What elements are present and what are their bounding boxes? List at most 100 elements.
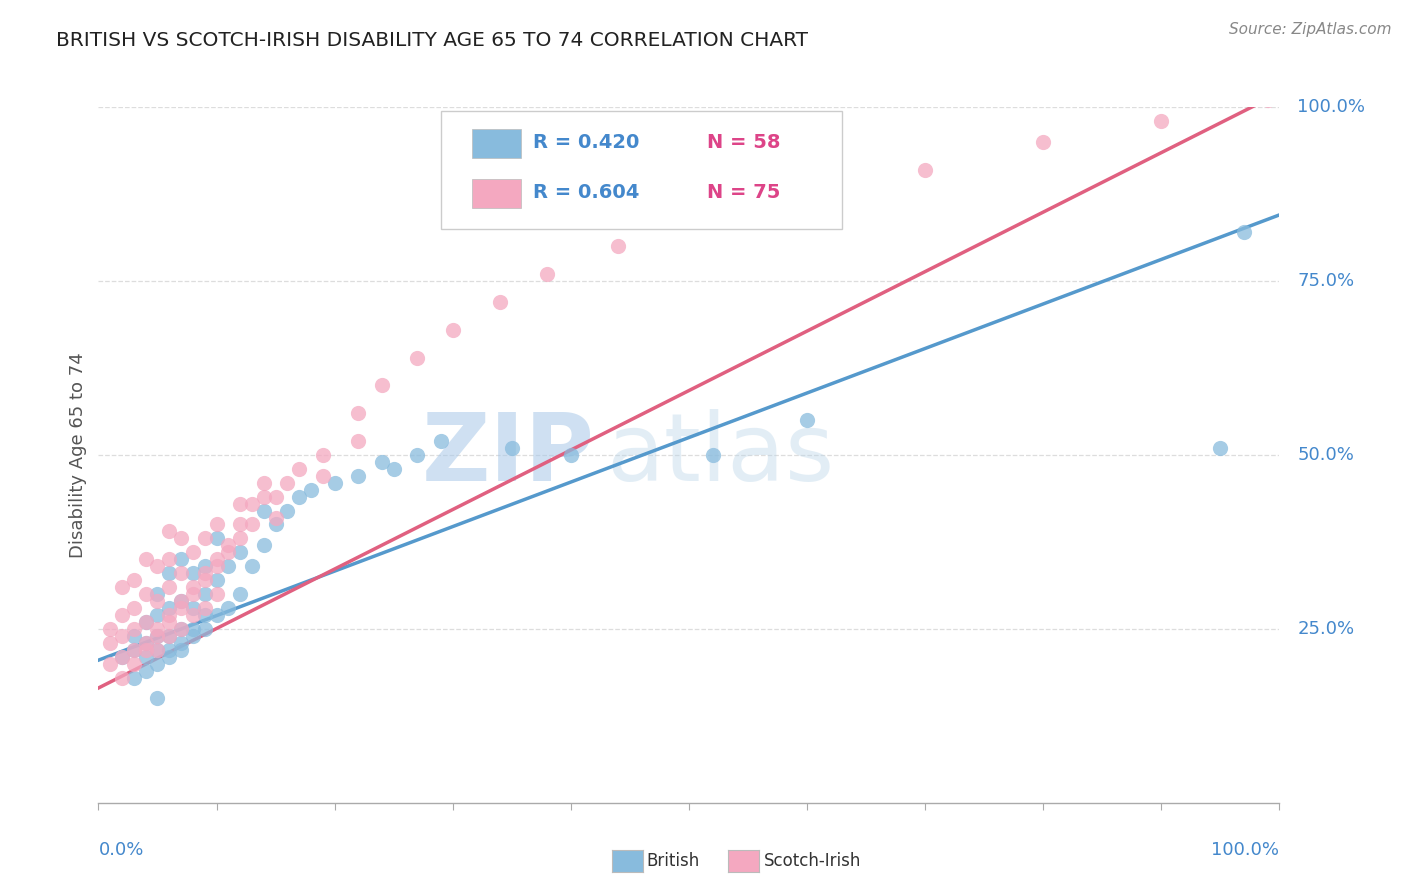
Point bbox=[157, 552, 180, 566]
Point bbox=[157, 629, 180, 643]
Point bbox=[111, 607, 134, 622]
Text: British: British bbox=[647, 852, 700, 871]
Point bbox=[111, 671, 134, 685]
FancyBboxPatch shape bbox=[471, 128, 522, 158]
Point bbox=[157, 601, 180, 615]
Point bbox=[181, 580, 204, 594]
Point bbox=[382, 462, 405, 476]
Point bbox=[253, 475, 276, 490]
Point bbox=[406, 351, 429, 365]
Point bbox=[181, 629, 204, 643]
Point bbox=[253, 503, 276, 517]
Text: ZIP: ZIP bbox=[422, 409, 595, 501]
Text: Source: ZipAtlas.com: Source: ZipAtlas.com bbox=[1229, 22, 1392, 37]
Point bbox=[122, 657, 145, 671]
Point bbox=[276, 475, 298, 490]
Point bbox=[264, 510, 287, 524]
Point bbox=[146, 691, 169, 706]
Point bbox=[157, 524, 180, 539]
Text: 50.0%: 50.0% bbox=[1298, 446, 1354, 464]
Point bbox=[146, 622, 169, 636]
Text: 0.0%: 0.0% bbox=[98, 841, 143, 859]
Point bbox=[205, 587, 228, 601]
Point bbox=[205, 607, 228, 622]
Point bbox=[347, 406, 370, 420]
Point bbox=[194, 566, 217, 581]
Point bbox=[157, 629, 180, 643]
Point bbox=[240, 559, 263, 574]
Point bbox=[146, 642, 169, 657]
Point bbox=[194, 532, 217, 546]
Point bbox=[205, 517, 228, 532]
FancyBboxPatch shape bbox=[471, 178, 522, 208]
Point bbox=[157, 615, 180, 629]
Point bbox=[181, 607, 204, 622]
Point bbox=[135, 636, 157, 650]
Point bbox=[702, 448, 724, 462]
Point bbox=[323, 475, 346, 490]
Point bbox=[607, 239, 630, 253]
Text: atlas: atlas bbox=[606, 409, 835, 501]
Point bbox=[98, 636, 121, 650]
Point bbox=[347, 434, 370, 448]
Point bbox=[796, 184, 818, 198]
Point bbox=[135, 615, 157, 629]
Point bbox=[229, 545, 252, 559]
Point bbox=[371, 378, 394, 392]
Point bbox=[157, 566, 180, 581]
Point bbox=[122, 671, 145, 685]
Point bbox=[181, 587, 204, 601]
Text: BRITISH VS SCOTCH-IRISH DISABILITY AGE 65 TO 74 CORRELATION CHART: BRITISH VS SCOTCH-IRISH DISABILITY AGE 6… bbox=[56, 31, 808, 50]
Point bbox=[194, 607, 217, 622]
Point bbox=[146, 559, 169, 574]
Point bbox=[217, 559, 239, 574]
Point bbox=[157, 580, 180, 594]
Point bbox=[135, 636, 157, 650]
Point bbox=[796, 413, 818, 427]
Point bbox=[157, 649, 180, 664]
Point bbox=[122, 622, 145, 636]
Y-axis label: Disability Age 65 to 74: Disability Age 65 to 74 bbox=[69, 352, 87, 558]
Point bbox=[122, 573, 145, 587]
Point bbox=[111, 649, 134, 664]
Point bbox=[229, 517, 252, 532]
Point bbox=[146, 594, 169, 608]
Point bbox=[135, 649, 157, 664]
Point bbox=[157, 607, 180, 622]
Point bbox=[194, 559, 217, 574]
Point bbox=[98, 657, 121, 671]
Point bbox=[135, 552, 157, 566]
Point bbox=[122, 642, 145, 657]
Point bbox=[489, 294, 512, 309]
Point bbox=[205, 552, 228, 566]
Point bbox=[170, 566, 193, 581]
Text: 75.0%: 75.0% bbox=[1298, 272, 1354, 290]
Point bbox=[170, 601, 193, 615]
Text: R = 0.420: R = 0.420 bbox=[533, 133, 640, 152]
Point bbox=[135, 587, 157, 601]
Point bbox=[181, 566, 204, 581]
Point bbox=[1032, 135, 1054, 149]
Point bbox=[194, 573, 217, 587]
Point bbox=[1233, 225, 1256, 239]
Point bbox=[205, 559, 228, 574]
Point bbox=[501, 441, 523, 455]
Point bbox=[560, 448, 582, 462]
Point bbox=[229, 532, 252, 546]
Point bbox=[1257, 93, 1279, 107]
Point bbox=[229, 497, 252, 511]
Point bbox=[264, 517, 287, 532]
Point bbox=[194, 587, 217, 601]
Point bbox=[240, 497, 263, 511]
FancyBboxPatch shape bbox=[441, 111, 842, 229]
Point bbox=[406, 448, 429, 462]
Text: 25.0%: 25.0% bbox=[1298, 620, 1354, 638]
Text: 100.0%: 100.0% bbox=[1298, 98, 1365, 116]
Point bbox=[146, 607, 169, 622]
Text: 100.0%: 100.0% bbox=[1212, 841, 1279, 859]
Point bbox=[430, 434, 453, 448]
Point bbox=[253, 538, 276, 552]
Point bbox=[170, 622, 193, 636]
Point bbox=[217, 601, 239, 615]
Point bbox=[170, 532, 193, 546]
